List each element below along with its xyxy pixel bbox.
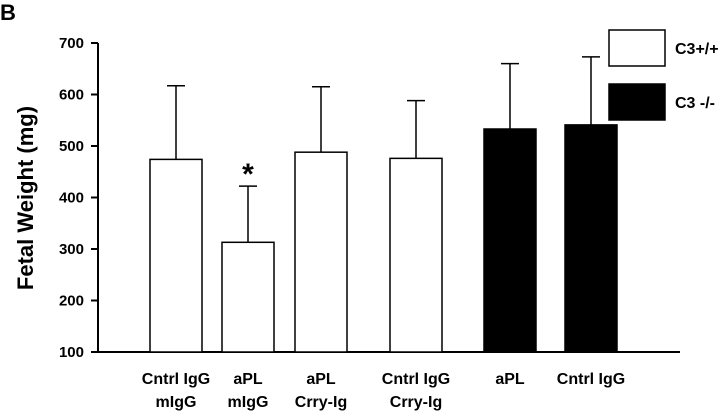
y-tick-label: 400: [59, 190, 84, 207]
category-labels: Cntrl IgG mIgG aPL mIgG aPL Crry-Ig Cntrl IgG C…: [142, 371, 625, 411]
legend: C3+/+ C3 -/-: [608, 29, 719, 121]
y-tick-label: 500: [59, 138, 84, 155]
bar: [389, 157, 443, 353]
category-label: aPL: [306, 371, 336, 388]
category-label: aPL: [233, 371, 263, 388]
y-tick-label: 300: [59, 241, 84, 258]
category-label: Cntrl IgG: [382, 371, 450, 388]
bar: [149, 158, 203, 353]
y-tick-label: 100: [59, 344, 84, 361]
category-label: aPL: [495, 371, 525, 388]
y-axis-label: Fetal Weight (mg): [13, 106, 38, 290]
category-label: Crry-Ig: [390, 394, 442, 411]
legend-swatch-c3-knockout: [608, 83, 666, 121]
y-tick-label: 600: [59, 87, 84, 104]
legend-swatch-c3-wildtype: [608, 29, 666, 67]
y-tick-label: 700: [59, 35, 84, 52]
y-ticks: 100 200 300 400 500 600 700: [59, 35, 98, 361]
bars: *: [149, 56, 618, 353]
category-label: mIgG: [228, 394, 269, 411]
category-label: Crry-Ig: [295, 394, 347, 411]
bar: [294, 151, 348, 353]
y-tick-label: 200: [59, 293, 84, 310]
bar: [221, 241, 275, 353]
category-label: Cntrl IgG: [557, 371, 625, 388]
bar: [564, 124, 618, 353]
category-label: Cntrl IgG: [142, 371, 210, 388]
panel-label: B: [0, 0, 16, 25]
significance-marker: *: [242, 158, 254, 191]
legend-label-c3-knockout: C3 -/-: [675, 95, 715, 112]
bar: [483, 128, 537, 353]
category-label: mIgG: [156, 394, 197, 411]
legend-label-c3-wildtype: C3+/+: [675, 41, 719, 58]
